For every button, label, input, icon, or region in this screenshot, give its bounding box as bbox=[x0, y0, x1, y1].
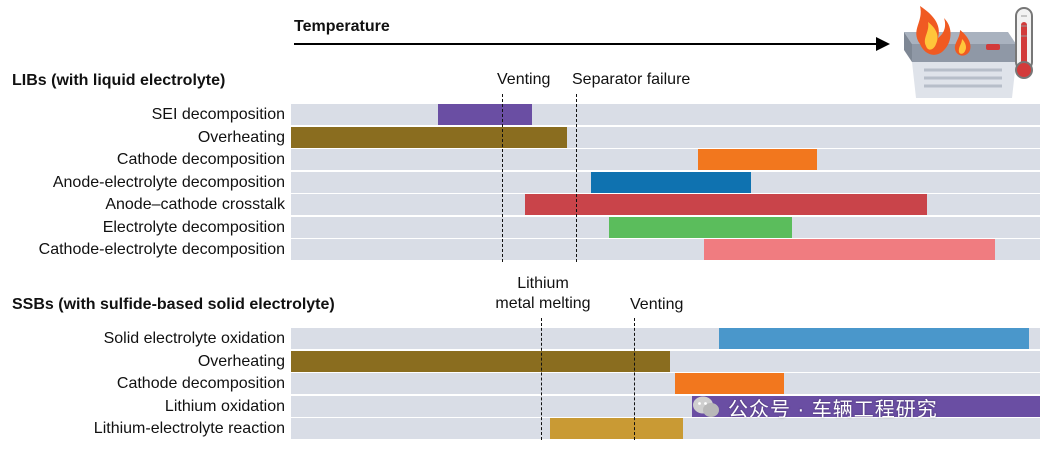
ssbs-row-label: Overheating bbox=[197, 353, 285, 370]
fire-icon bbox=[916, 6, 971, 56]
libs-venting-marker bbox=[502, 94, 503, 262]
libs-venting-label: Venting bbox=[497, 71, 551, 88]
libs-bar-sei-decomposition bbox=[438, 104, 532, 125]
wechat-icon bbox=[693, 396, 719, 417]
thermometer-icon bbox=[1015, 7, 1033, 79]
ssbs-bar-lithium-oxidation bbox=[692, 396, 1040, 417]
ssbs-lithium-melting-label: Lithium metal melting bbox=[495, 275, 591, 312]
libs-row-label: SEI decomposition bbox=[151, 106, 285, 123]
libs-bar-anode-cathode-crosstalk bbox=[525, 194, 927, 215]
libs-bar-cathode-electrolyte-decomposition bbox=[704, 239, 995, 260]
libs-row-track bbox=[291, 149, 1040, 170]
ssbs-row-label: Lithium oxidation bbox=[164, 398, 285, 415]
libs-row-label: Cathode decomposition bbox=[116, 151, 285, 168]
ssbs-venting-marker bbox=[634, 318, 635, 440]
battery-fire-illustration bbox=[904, 6, 1033, 98]
libs-row-label: Cathode-electrolyte decomposition bbox=[38, 241, 285, 258]
ssbs-bar-overheating bbox=[291, 351, 670, 372]
libs-bar-cathode-decomposition bbox=[698, 149, 817, 170]
temperature-arrow-line bbox=[294, 43, 879, 45]
ssbs-bar-solid-electrolyte-oxidation bbox=[719, 328, 1029, 349]
watermark-text: 公众号 · 车辆工程研究 bbox=[728, 398, 938, 421]
ssbs-row-label: Solid electrolyte oxidation bbox=[103, 330, 285, 347]
libs-row-label: Electrolyte decomposition bbox=[102, 219, 285, 236]
libs-separator-failure-label: Separator failure bbox=[572, 71, 691, 88]
watermark: 公众号 · 车辆工程研究 bbox=[692, 392, 938, 422]
libs-row-label: Anode–cathode crosstalk bbox=[105, 196, 285, 213]
ssbs-row-label: Lithium-electrolyte reaction bbox=[93, 420, 285, 437]
ssbs-bar-lithium-electrolyte-reaction bbox=[550, 418, 683, 439]
libs-row-label: Overheating bbox=[197, 129, 285, 146]
libs-separator-failure-marker bbox=[576, 94, 577, 262]
libs-bar-overheating bbox=[291, 127, 567, 148]
libs-row-track bbox=[291, 104, 1040, 125]
temperature-arrow-head bbox=[876, 37, 890, 51]
ssbs-lithium-melting-marker bbox=[541, 318, 542, 440]
libs-section-title: LIBs (with liquid electrolyte) bbox=[12, 72, 226, 89]
libs-bar-electrolyte-decomposition bbox=[609, 217, 792, 238]
ssbs-row-label: Cathode decomposition bbox=[116, 375, 285, 392]
ssbs-venting-label: Venting bbox=[630, 296, 684, 313]
ssbs-bar-cathode-decomposition bbox=[675, 373, 784, 394]
ssbs-section-title: SSBs (with sulfide-based solid electroly… bbox=[12, 296, 335, 313]
ssbs-row-track bbox=[291, 373, 1040, 394]
libs-bar-anode-electrolyte-decomposition bbox=[591, 172, 751, 193]
libs-row-label: Anode-electrolyte decomposition bbox=[52, 174, 285, 191]
temperature-label: Temperature bbox=[294, 18, 390, 35]
